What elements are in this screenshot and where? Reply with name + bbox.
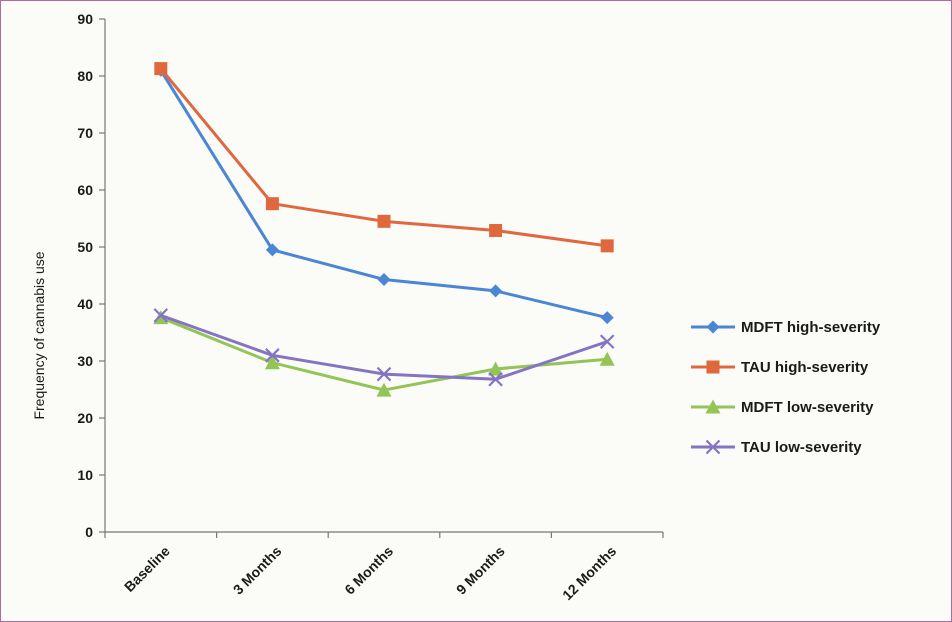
y-tick-label: 30	[77, 353, 93, 369]
data-point	[599, 351, 615, 366]
x-category-label: 6 Months	[341, 543, 396, 598]
series-mdft-low-severity	[153, 310, 615, 397]
data-point	[265, 243, 279, 257]
x-category-label: 12 Months	[559, 543, 619, 603]
y-tick-label: 40	[77, 296, 93, 312]
series-layer	[153, 62, 615, 397]
data-point	[488, 371, 503, 387]
legend-marker	[706, 320, 720, 334]
data-point	[488, 361, 504, 376]
data-point	[599, 334, 615, 349]
data-point	[600, 311, 614, 325]
data-point	[153, 308, 169, 323]
legend-marker	[705, 399, 721, 414]
data-point	[600, 239, 614, 253]
legend-entry: MDFT high-severity	[691, 319, 881, 336]
y-tick-label: 80	[77, 68, 93, 84]
x-category-label: Baseline	[121, 543, 173, 595]
y-axis-title: Frequency of cannabis use	[31, 251, 47, 419]
data-point	[377, 272, 391, 286]
series-tau-high-severity	[154, 62, 614, 253]
legend-marker	[705, 439, 721, 455]
y-tick-label: 10	[77, 467, 93, 483]
legend-label: MDFT low-severity	[741, 399, 874, 416]
legend-entry: MDFT low-severity	[691, 399, 874, 416]
series-tau-low-severity	[153, 308, 615, 387]
y-tick-label: 50	[77, 239, 93, 255]
data-point	[264, 355, 280, 370]
data-point	[376, 382, 392, 397]
series-line	[160, 316, 608, 392]
data-point	[376, 366, 392, 382]
data-point	[265, 197, 279, 211]
y-tick-label: 90	[77, 11, 93, 27]
data-point	[489, 223, 503, 237]
legend-entry: TAU low-severity	[691, 439, 862, 456]
legend-marker	[706, 360, 720, 374]
y-tick-label: 0	[85, 524, 93, 540]
y-tick-label: 20	[77, 410, 93, 426]
series-mdft-high-severity	[154, 63, 614, 325]
data-point	[377, 214, 391, 228]
data-point	[154, 62, 168, 76]
x-category-label: 9 Months	[453, 543, 508, 598]
data-point	[489, 284, 503, 298]
data-point	[265, 348, 280, 363]
legend-label: TAU low-severity	[741, 439, 862, 456]
legend-label: MDFT high-severity	[741, 319, 881, 336]
legend-label: TAU high-severity	[741, 359, 869, 376]
y-tick-label: 70	[77, 125, 93, 141]
y-tick-label: 60	[77, 182, 93, 198]
series-line	[160, 313, 608, 381]
legend: MDFT high-severity TAU high-severity MDFT …	[691, 319, 881, 456]
x-category-label: 3 Months	[230, 543, 285, 598]
legend-entry: TAU high-severity	[691, 359, 869, 376]
